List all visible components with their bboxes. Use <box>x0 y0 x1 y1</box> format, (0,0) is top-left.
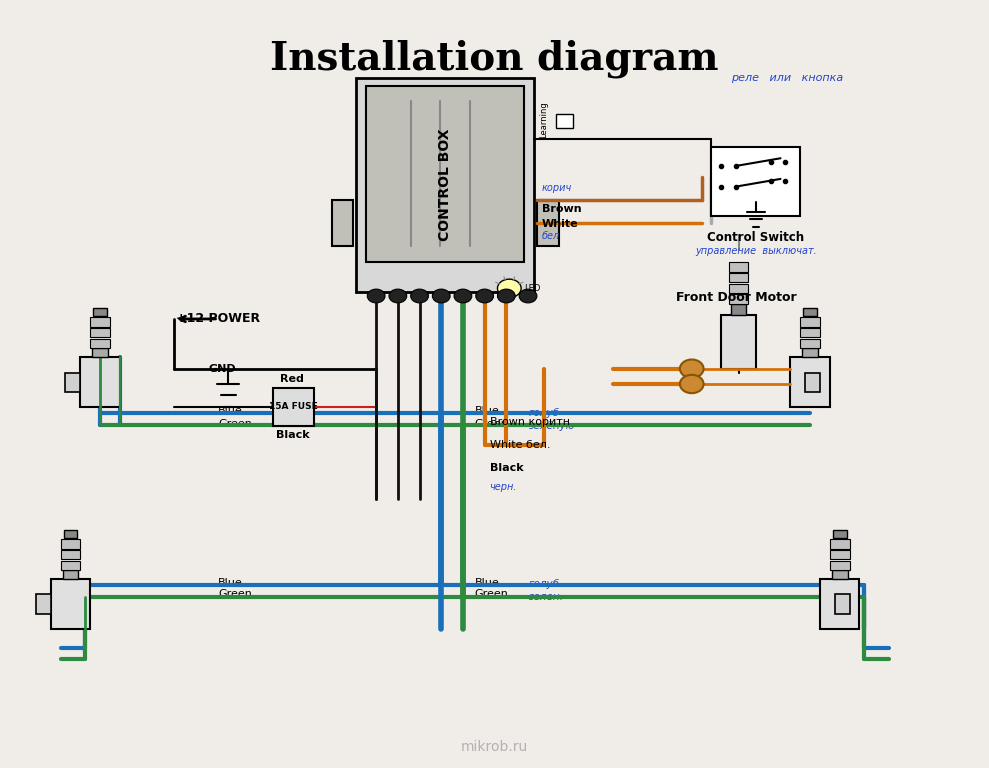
Text: Brown коритн: Brown коритн <box>490 417 570 427</box>
FancyBboxPatch shape <box>60 539 80 548</box>
Circle shape <box>519 289 537 303</box>
Circle shape <box>454 289 472 303</box>
Text: White: White <box>542 220 579 230</box>
FancyBboxPatch shape <box>731 303 746 315</box>
Text: реле   или   кнопка: реле или кнопка <box>731 73 844 83</box>
Text: управление  выключат.: управление выключат. <box>695 247 817 257</box>
FancyBboxPatch shape <box>820 579 859 629</box>
Text: Learning: Learning <box>539 101 548 137</box>
FancyBboxPatch shape <box>36 594 50 614</box>
Text: Green: Green <box>219 589 252 600</box>
Circle shape <box>476 289 494 303</box>
FancyBboxPatch shape <box>90 317 110 326</box>
Text: Green: Green <box>219 419 252 429</box>
FancyBboxPatch shape <box>729 263 748 272</box>
Text: Green: Green <box>475 419 508 429</box>
Text: голуб: голуб <box>529 408 560 418</box>
Text: 15A FUSE: 15A FUSE <box>269 402 317 412</box>
Text: +12 POWER: +12 POWER <box>176 313 260 326</box>
Text: LED: LED <box>524 284 540 293</box>
FancyBboxPatch shape <box>800 317 820 326</box>
FancyBboxPatch shape <box>90 328 110 337</box>
FancyBboxPatch shape <box>65 372 80 392</box>
FancyBboxPatch shape <box>729 283 748 293</box>
FancyBboxPatch shape <box>62 570 78 579</box>
Text: Blue: Blue <box>219 578 243 588</box>
Text: Green: Green <box>475 589 508 600</box>
Circle shape <box>432 289 450 303</box>
Circle shape <box>389 289 406 303</box>
Circle shape <box>497 279 521 297</box>
Text: Brown: Brown <box>542 204 582 214</box>
FancyBboxPatch shape <box>356 78 534 292</box>
FancyBboxPatch shape <box>721 315 756 369</box>
Circle shape <box>410 289 428 303</box>
Text: Black: Black <box>277 430 311 440</box>
Circle shape <box>679 375 703 393</box>
Text: Front Door Motor: Front Door Motor <box>675 290 796 303</box>
Text: зелен.: зелен. <box>529 591 564 602</box>
FancyBboxPatch shape <box>556 114 574 127</box>
FancyBboxPatch shape <box>273 388 315 426</box>
Text: Blue: Blue <box>475 406 499 415</box>
FancyBboxPatch shape <box>830 561 850 570</box>
FancyBboxPatch shape <box>803 308 817 316</box>
FancyBboxPatch shape <box>50 579 90 629</box>
Text: Red: Red <box>281 374 305 384</box>
Text: черн.: черн. <box>490 482 517 492</box>
FancyBboxPatch shape <box>790 357 830 407</box>
Circle shape <box>679 359 703 378</box>
Text: Blue: Blue <box>475 578 499 588</box>
Text: mikrob.ru: mikrob.ru <box>461 740 528 754</box>
FancyBboxPatch shape <box>830 539 850 548</box>
FancyBboxPatch shape <box>711 147 800 216</box>
Text: корич: корич <box>542 183 572 193</box>
FancyBboxPatch shape <box>93 308 107 316</box>
Text: GND: GND <box>209 364 236 374</box>
Text: Control Switch: Control Switch <box>707 231 804 244</box>
Circle shape <box>367 289 385 303</box>
FancyBboxPatch shape <box>90 339 110 348</box>
Text: Blue: Blue <box>219 406 243 415</box>
FancyBboxPatch shape <box>92 348 108 357</box>
Text: Installation diagram: Installation diagram <box>270 40 719 78</box>
FancyBboxPatch shape <box>331 200 353 247</box>
Text: бел: бел <box>542 231 560 241</box>
FancyBboxPatch shape <box>835 594 850 614</box>
Text: голуб: голуб <box>529 580 560 590</box>
FancyBboxPatch shape <box>60 561 80 570</box>
FancyBboxPatch shape <box>800 339 820 348</box>
FancyBboxPatch shape <box>832 570 848 579</box>
FancyBboxPatch shape <box>80 357 120 407</box>
FancyBboxPatch shape <box>729 294 748 303</box>
FancyBboxPatch shape <box>537 200 559 247</box>
FancyBboxPatch shape <box>805 372 820 392</box>
FancyBboxPatch shape <box>833 530 847 538</box>
Circle shape <box>497 289 515 303</box>
FancyBboxPatch shape <box>63 530 77 538</box>
FancyBboxPatch shape <box>60 550 80 559</box>
FancyBboxPatch shape <box>800 328 820 337</box>
FancyBboxPatch shape <box>802 348 818 357</box>
Text: CONTROL BOX: CONTROL BOX <box>438 129 452 241</box>
Text: White бел.: White бел. <box>490 440 550 450</box>
FancyBboxPatch shape <box>366 85 524 262</box>
FancyBboxPatch shape <box>830 550 850 559</box>
FancyBboxPatch shape <box>729 273 748 282</box>
Text: зелёную: зелёную <box>529 421 576 431</box>
Text: Black: Black <box>490 463 523 473</box>
